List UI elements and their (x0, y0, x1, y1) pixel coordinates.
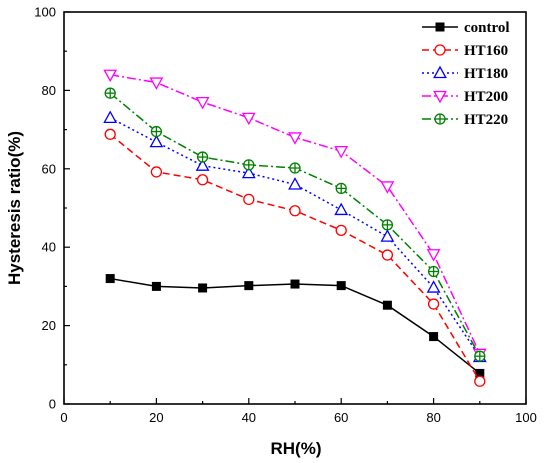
legend-marker-ht200 (433, 90, 447, 104)
data-point-ht160 (104, 128, 116, 140)
data-point-ht200 (288, 132, 302, 145)
series-ht180 (103, 110, 487, 363)
data-point-ht160 (243, 193, 255, 206)
legend-marker-ht220 (434, 113, 446, 125)
data-point-ht180 (149, 134, 164, 148)
series-line-ht200 (110, 73, 481, 355)
data-point-ht220 (289, 162, 301, 174)
data-point-ht220 (474, 350, 486, 362)
series-line-control (110, 277, 481, 375)
x-tick-label: 80 (426, 410, 440, 425)
legend-label-ht160: HT160 (464, 43, 508, 59)
data-point-ht220 (427, 265, 440, 278)
x-tick-label: 0 (60, 410, 67, 425)
x-axis-title: RH(%) (271, 439, 322, 458)
legend-marker-ht180 (433, 65, 447, 79)
legend-item-ht180: HT180 (422, 65, 508, 82)
y-tick-label: 100 (34, 5, 56, 20)
plot-series (103, 69, 487, 387)
y-axis-title: Hysteresis ratio(%) (5, 131, 24, 285)
x-tick-label: 60 (334, 410, 348, 425)
legend-marker-ht160 (434, 44, 446, 56)
data-point-ht180 (288, 177, 302, 190)
data-point-ht160 (474, 375, 486, 387)
data-point-ht180 (195, 158, 210, 171)
data-point-ht160 (150, 166, 163, 178)
data-point-control (151, 281, 161, 291)
data-point-ht160 (381, 249, 394, 261)
data-point-ht180 (241, 165, 256, 179)
data-point-ht160 (289, 205, 301, 217)
data-point-ht160 (335, 224, 347, 236)
data-point-ht160 (196, 174, 209, 186)
data-point-ht200 (426, 249, 441, 262)
legend-label-ht200: HT200 (464, 89, 508, 105)
data-point-ht180 (103, 110, 118, 123)
data-point-ht220 (104, 87, 116, 99)
data-point-ht180 (334, 202, 349, 216)
data-point-ht180 (380, 229, 395, 242)
legend-label-ht220: HT220 (464, 112, 508, 128)
data-point-ht200 (195, 97, 210, 110)
data-point-control (475, 368, 485, 378)
plot-frame (63, 11, 527, 405)
legend-label-control: control (464, 20, 510, 36)
data-point-control (382, 300, 392, 310)
data-point-ht200 (334, 146, 349, 159)
data-point-ht220 (381, 219, 394, 231)
data-point-ht180 (426, 280, 441, 293)
data-point-control (290, 279, 300, 289)
x-tick-label: 40 (242, 410, 256, 425)
data-point-control (429, 332, 439, 342)
data-point-ht220 (150, 125, 163, 138)
data-point-control (336, 281, 346, 291)
legend-label-ht180: HT180 (464, 66, 508, 82)
series-ht160 (104, 128, 486, 387)
data-point-ht160 (427, 298, 440, 310)
data-point-ht220 (243, 159, 255, 171)
y-tick-label: 20 (42, 318, 56, 333)
legend-marker-control (435, 22, 445, 32)
data-point-control (105, 274, 115, 284)
series-line-ht180 (109, 117, 481, 358)
legend-item-ht220: HT220 (422, 112, 508, 128)
x-tick-label: 20 (149, 410, 163, 425)
data-point-ht220 (335, 182, 347, 195)
legend-item-ht160: HT160 (422, 43, 508, 59)
data-point-ht200 (380, 181, 395, 194)
data-point-ht200 (103, 69, 118, 83)
data-point-ht200 (241, 112, 256, 126)
series-ht220 (104, 87, 486, 362)
data-point-control (198, 283, 208, 293)
legend-item-control: control (422, 20, 510, 36)
y-tick-label: 60 (42, 161, 56, 176)
y-tick-label: 0 (49, 397, 56, 412)
data-point-ht220 (196, 151, 209, 163)
data-point-control (244, 281, 254, 291)
legend-item-ht200: HT200 (422, 89, 508, 105)
axis-ticks: 0 20 40 60 80 100 0 20 40 60 80 100 (34, 5, 537, 426)
x-tick-label: 100 (515, 410, 537, 425)
y-tick-label: 80 (42, 83, 56, 98)
legend: control HT160 HT180 HT200 HT220 (422, 20, 510, 128)
y-tick-label: 40 (42, 240, 56, 255)
series-control (105, 274, 485, 378)
data-point-ht200 (149, 77, 164, 90)
